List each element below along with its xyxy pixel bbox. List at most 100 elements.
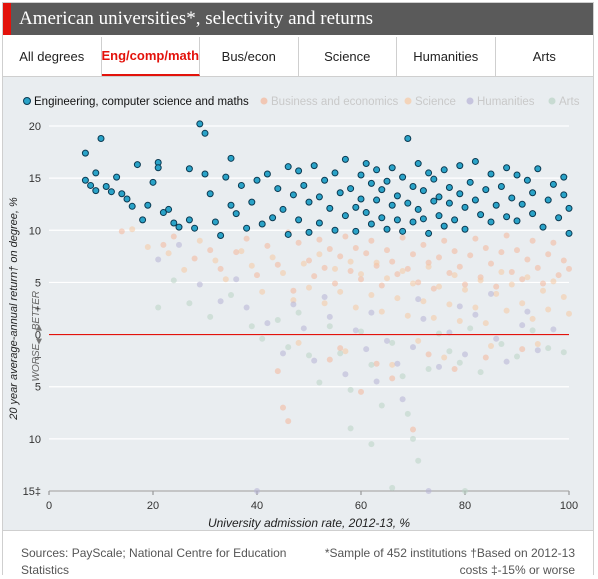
point-engineering <box>159 209 167 217</box>
point-engineering <box>451 216 459 224</box>
point-business-and-economics <box>207 247 214 254</box>
point-humanities <box>394 360 401 367</box>
point-engineering <box>295 216 303 224</box>
point-science <box>410 280 416 287</box>
point-business-and-economics <box>337 253 344 260</box>
point-arts <box>228 291 234 298</box>
point-arts <box>295 309 302 316</box>
point-science <box>129 226 136 233</box>
point-business-and-economics <box>560 257 567 264</box>
legend-marker <box>466 97 474 105</box>
point-science <box>508 281 515 288</box>
point-science <box>519 300 526 307</box>
point-business-and-economics <box>368 237 375 244</box>
x-tick-label: 80 <box>459 500 471 512</box>
point-engineering <box>373 166 381 174</box>
point-engineering <box>362 160 370 168</box>
title-bar: American universities*, selectivity and … <box>3 3 593 35</box>
point-arts <box>326 323 333 330</box>
point-engineering <box>237 181 245 189</box>
point-business-and-economics <box>233 249 240 256</box>
point-business-and-economics <box>373 360 380 367</box>
point-engineering <box>310 162 318 170</box>
sources-note: Sources: PayScale; National Centre for E… <box>21 546 287 577</box>
point-humanities <box>373 378 380 385</box>
point-engineering <box>170 219 178 227</box>
point-business-and-economics <box>321 264 328 271</box>
tab-arts[interactable]: Arts <box>532 49 556 64</box>
point-engineering <box>513 217 521 225</box>
point-science <box>430 314 437 321</box>
point-engineering <box>258 220 266 228</box>
point-business-and-economics <box>472 235 479 242</box>
tab-eng-comp-math[interactable]: Eng/comp/math <box>101 37 201 76</box>
chart-title: American universities*, selectivity and … <box>19 8 374 29</box>
point-business-and-economics <box>498 249 505 256</box>
tab-bus-econ[interactable]: Bus/econ <box>200 37 299 76</box>
point-science <box>503 307 510 314</box>
point-humanities <box>352 327 359 334</box>
point-engineering <box>399 173 407 181</box>
point-engineering <box>81 176 89 184</box>
point-science <box>436 283 442 290</box>
point-science <box>373 259 380 266</box>
legend-marker <box>23 97 31 105</box>
point-business-and-economics <box>545 251 552 258</box>
point-engineering <box>362 209 370 217</box>
tab-science[interactable]: Science <box>299 37 398 76</box>
point-business-and-economics <box>467 252 474 259</box>
point-business-and-economics <box>410 251 416 258</box>
point-arts <box>446 348 453 355</box>
point-engineering <box>92 169 100 177</box>
y-tick-label: 10 <box>29 434 41 446</box>
point-engineering <box>352 203 360 211</box>
point-arts <box>368 361 375 368</box>
point-engineering <box>513 171 521 179</box>
point-engineering <box>482 186 490 194</box>
point-engineering <box>217 232 225 239</box>
point-arts <box>248 323 255 330</box>
point-engineering <box>414 205 422 213</box>
point-business-and-economics <box>311 273 318 280</box>
point-science <box>358 271 364 278</box>
point-arts <box>456 359 463 366</box>
point-science <box>300 260 307 267</box>
y-tick-label: 10 <box>29 225 41 237</box>
point-arts <box>155 304 162 311</box>
point-engineering <box>425 169 433 177</box>
point-humanities <box>524 308 531 315</box>
point-science <box>259 288 266 295</box>
point-humanities <box>436 363 442 370</box>
plus-sign: + <box>35 304 41 316</box>
point-engineering <box>305 228 313 236</box>
point-engineering <box>107 188 115 196</box>
point-humanities <box>399 396 406 403</box>
point-engineering <box>539 223 547 231</box>
y-tick-label: 0 <box>35 330 41 342</box>
legend-marker <box>404 97 412 105</box>
point-engineering <box>284 163 292 171</box>
point-engineering <box>425 229 433 237</box>
point-arts <box>306 352 312 359</box>
point-business-and-economics <box>436 254 442 261</box>
point-science <box>550 278 557 285</box>
point-engineering <box>529 210 537 218</box>
point-humanities <box>534 347 541 354</box>
point-engineering <box>440 222 448 230</box>
point-science <box>238 248 245 255</box>
point-science <box>306 284 312 291</box>
point-engineering <box>185 165 193 173</box>
tab-all-degrees[interactable]: All degrees <box>3 37 102 76</box>
point-science <box>545 306 552 313</box>
point-science <box>477 277 484 284</box>
point-engineering <box>87 181 95 189</box>
point-engineering <box>388 164 396 172</box>
point-business-and-economics <box>316 236 323 243</box>
better-arrow-icon <box>36 324 42 331</box>
point-engineering <box>419 215 427 223</box>
point-engineering <box>404 135 412 143</box>
tab-humanities[interactable]: Humanities <box>397 37 496 76</box>
point-arts <box>347 425 354 432</box>
point-humanities <box>233 276 240 283</box>
point-engineering <box>336 189 344 197</box>
